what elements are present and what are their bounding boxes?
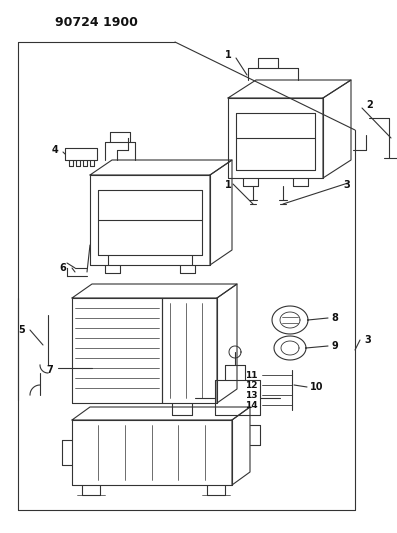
Text: 2: 2 (366, 100, 373, 110)
Text: 11: 11 (245, 370, 258, 379)
Text: 14: 14 (245, 400, 258, 409)
Text: 8: 8 (331, 313, 338, 323)
Text: 3: 3 (344, 180, 351, 190)
Text: 5: 5 (19, 325, 25, 335)
Text: 1: 1 (225, 180, 231, 190)
Text: 6: 6 (60, 263, 66, 273)
Text: 7: 7 (46, 365, 53, 375)
Text: 90724 1900: 90724 1900 (55, 15, 138, 28)
Text: 13: 13 (245, 391, 258, 400)
Text: 4: 4 (52, 145, 58, 155)
Text: 1: 1 (225, 50, 231, 60)
Text: 3: 3 (364, 335, 371, 345)
Text: 12: 12 (245, 381, 258, 390)
Text: 9: 9 (331, 341, 338, 351)
Text: 10: 10 (310, 382, 324, 392)
